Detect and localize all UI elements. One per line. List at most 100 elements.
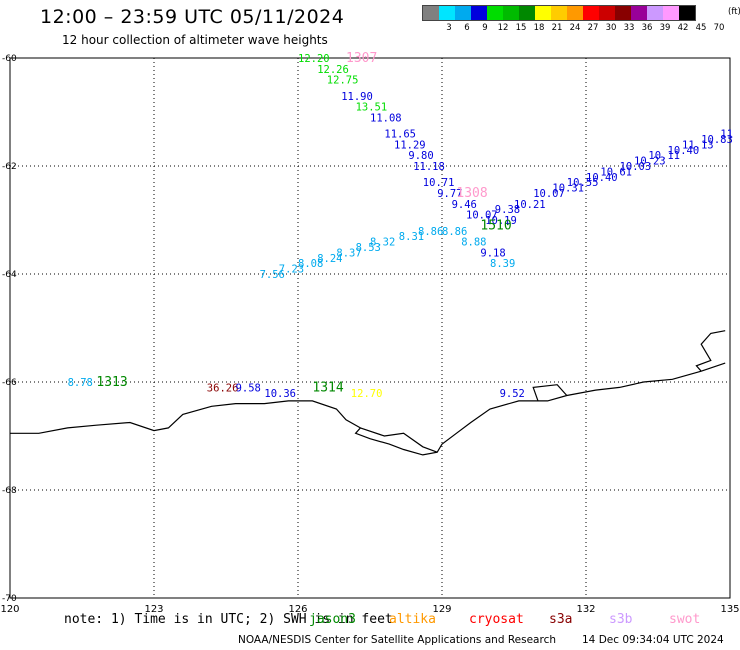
pass-number-label: 1307 (346, 51, 377, 66)
wave-height-value: 8.37 (336, 247, 361, 259)
wave-height-value: 12.20 (298, 53, 330, 65)
pass-number-label: 1308 (456, 186, 487, 201)
lon-tick-label: 126 (288, 604, 307, 615)
wave-height-value: 10.03 (620, 161, 652, 173)
wave-height-value: 9.18 (480, 247, 505, 259)
wave-height-value: 10.40 (668, 145, 700, 157)
wave-height-value: 10.40 (586, 172, 618, 184)
lat-tick-label: -68 (2, 486, 17, 496)
wave-height-value: 8.53 (356, 242, 381, 254)
satellite-legend-s3b: s3b (609, 612, 633, 627)
wave-height-value: 7.23 (279, 264, 304, 276)
legend-label: 36 (641, 23, 653, 33)
wave-height-value: 9.38 (495, 204, 520, 216)
lon-tick-label: 123 (144, 604, 163, 615)
map-frame (9, 57, 731, 599)
legend-label: 39 (659, 23, 671, 33)
wave-height-value: 8.88 (461, 237, 486, 249)
satellite-legend-jason3: jason3 (309, 612, 356, 627)
legend-swatch (503, 6, 519, 20)
wave-height-value: 11 (720, 129, 733, 141)
legend-label: 24 (569, 23, 581, 33)
wave-height-value: 10.19 (485, 215, 517, 227)
wave-height-value: 10.31 (552, 183, 584, 195)
legend-swatch (567, 6, 583, 20)
legend-label: 30 (605, 23, 617, 33)
wave-height-value: 11.08 (370, 112, 402, 124)
lat-tick-label: -66 (2, 378, 17, 388)
chart-title: 12:00 – 23:59 UTC 05/11/2024 (40, 6, 345, 28)
wave-height-value: 8.78 (68, 377, 93, 389)
legend-swatch (423, 6, 439, 20)
chart-subtitle: 12 hour collection of altimeter wave hei… (62, 33, 328, 47)
legend-label: 9 (482, 23, 488, 33)
legend-swatch (471, 6, 487, 20)
legend-label: 27 (587, 23, 599, 33)
wave-height-value: 11.29 (394, 139, 426, 151)
lat-tick-label: -64 (2, 270, 17, 280)
wave-height-value: 12.75 (327, 75, 359, 87)
legend-swatch (631, 6, 647, 20)
legend-label: 15 (515, 23, 527, 33)
wave-height-value: 10.23 (634, 156, 666, 168)
legend-swatch (663, 6, 679, 20)
legend-label: 42 (677, 23, 689, 33)
wave-height-value: 10.83 (701, 134, 733, 146)
coastline-island (695, 330, 726, 372)
lat-tick-label: -70 (2, 594, 17, 604)
wave-height-value: 10.07 (533, 188, 565, 200)
note-text: note: 1) Time is in UTC; 2) SWH is in fe… (64, 612, 393, 627)
legend-swatch (519, 6, 535, 20)
satellite-legend-swot: swot (669, 612, 701, 627)
wave-height-value: 10.21 (514, 199, 546, 211)
wave-height-value: 9.52 (500, 388, 525, 400)
legend-label: 18 (533, 23, 545, 33)
wave-height-value: 13.51 (356, 102, 388, 114)
satellite-legend-s3a: s3a (549, 612, 573, 627)
legend-swatch (615, 6, 631, 20)
legend-swatch (439, 6, 455, 20)
wave-height-value: 9.46 (452, 199, 477, 211)
pass-number-label: 1510 (480, 218, 511, 233)
color-legend: 3 6 9 12 15 18 21 24 27 30 33 36 39 42 45 70 (ft) (422, 5, 740, 33)
wave-height-value: 8.32 (370, 237, 395, 249)
wave-height-value: 10.71 (423, 177, 455, 189)
wave-height-value: 12.26 (317, 64, 349, 76)
legend-label: 6 (464, 23, 470, 33)
lon-tick-label: 129 (432, 604, 451, 615)
lon-tick-label: 120 (0, 604, 19, 615)
legend-label: 3 (446, 23, 452, 33)
legend-swatches (422, 5, 696, 21)
satellite-legend-altika: altika (389, 612, 436, 627)
legend-label: 45 (695, 23, 707, 33)
legend-label: 12 (497, 23, 509, 33)
credit-text: NOAA/NESDIS Center for Satellite Applica… (238, 634, 556, 646)
legend-swatch (647, 6, 663, 20)
credit-timestamp: 14 Dec 09:34:04 UTC 2024 (582, 634, 724, 646)
legend-swatch (599, 6, 615, 20)
lat-tick-label: -60 (2, 54, 17, 64)
wave-height-value: 8.39 (490, 258, 515, 270)
coastline-inlet (360, 427, 438, 453)
legend-swatch (551, 6, 567, 20)
coastline-bay (532, 384, 568, 402)
wave-height-value: 9.77 (437, 188, 462, 200)
wave-height-value: 8.86 (418, 226, 443, 238)
wave-height-value: 8.86 (442, 226, 467, 238)
wave-height-value: 36.26 (207, 382, 239, 394)
wave-height-value: 10.55 (567, 177, 599, 189)
wave-height-value: 10.11 (648, 150, 680, 162)
wave-height-value: 9.58 (236, 382, 261, 394)
pass-number-label: 1314 (312, 380, 343, 395)
wave-height-value: 10.07 (466, 210, 498, 222)
wave-height-value: 8.24 (317, 253, 342, 265)
lat-tick-label: -62 (2, 162, 17, 172)
wave-height-value: 8.31 (399, 231, 424, 243)
wave-height-value: 11.90 (341, 91, 373, 103)
lon-tick-label: 135 (720, 604, 739, 615)
legend-labels: 3 6 9 12 15 18 21 24 27 30 33 36 39 42 45 70 (422, 21, 724, 33)
legend-label: 33 (623, 23, 635, 33)
wave-height-value: 8.08 (298, 258, 323, 270)
legend-swatch (535, 6, 551, 20)
wave-height-value: 10.36 (264, 388, 296, 400)
